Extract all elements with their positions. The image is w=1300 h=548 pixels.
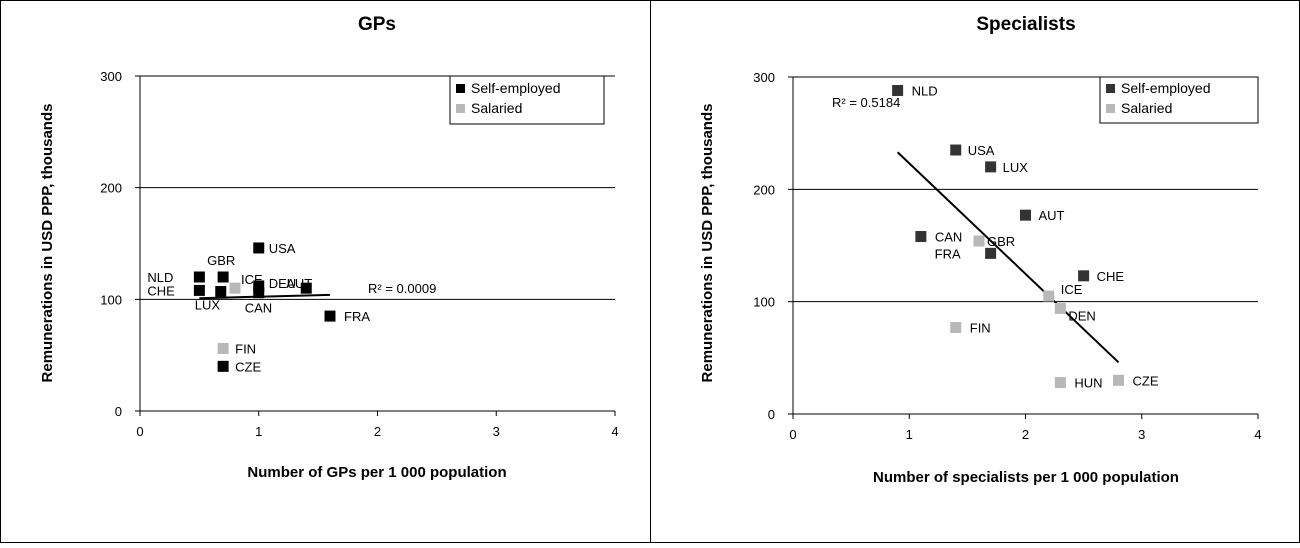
specialists-r2-label: R² = 0.5184 (832, 95, 900, 110)
gps-legend: Self-employed Salaried (450, 76, 604, 124)
gps-point-label-gbr: GBR (207, 253, 235, 268)
gps-point-label-aut: AUT (286, 276, 312, 291)
specialists-point-gbr (974, 236, 985, 247)
specialists-point-label-nld: NLD (912, 83, 938, 98)
gps-point-can (253, 287, 264, 298)
specialists-point-ice (1043, 291, 1054, 302)
gps-point-gbr (218, 272, 229, 283)
gps-legend-salaried-label: Salaried (471, 100, 522, 116)
gps-point-che (194, 285, 205, 296)
gps-chart-title: GPs (358, 14, 396, 35)
specialists-point-label-can: CAN (935, 230, 962, 245)
gps-point-label-can: CAN (245, 301, 272, 316)
gps-legend-salaried-swatch (456, 104, 465, 113)
specialists-legend-salaried-swatch (1106, 104, 1115, 113)
specialists-point-label-hun: HUN (1074, 376, 1102, 391)
specialists-x-tick-label: 2 (1022, 427, 1029, 442)
gps-r2-label: R² = 0.0009 (368, 281, 436, 296)
specialists-x-tick-label: 3 (1138, 427, 1145, 442)
specialists-chart-title: Specialists (976, 14, 1075, 35)
specialists-legend-self-employed-label: Self-employed (1121, 80, 1211, 96)
specialists-point-fra (985, 248, 996, 259)
gps-legend-self-employed-label: Self-employed (471, 80, 561, 96)
specialists-x-axis-label: Number of specialists per 1 000 populati… (873, 469, 1179, 486)
specialists-plot-area: 0 100 200 300 0 1 2 3 4 NLD USA LUX AUT CAN GBR FRA CHE I… (753, 70, 1261, 442)
specialists-point-label-fin: FIN (970, 321, 991, 336)
gps-point-label-usa: USA (269, 241, 296, 256)
specialists-point-label-gbr: GBR (987, 234, 1015, 249)
specialists-x-tick-label: 4 (1254, 427, 1261, 442)
specialists-point-label-fra: FRA (935, 246, 961, 261)
specialists-x-tick-label: 0 (789, 427, 796, 442)
specialists-x-tick-label: 1 (906, 427, 913, 442)
gps-point-lux (215, 286, 226, 297)
gps-y-tick-label: 300 (100, 69, 122, 84)
specialists-trendline (898, 152, 1119, 362)
gps-point-ice (230, 283, 241, 294)
gps-point-label-lux: LUX (195, 298, 221, 313)
gps-point-label-fin: FIN (235, 341, 256, 356)
specialists-point-cze (1113, 375, 1124, 386)
specialists-point-label-usa: USA (968, 143, 995, 158)
specialists-point-label-lux: LUX (1003, 160, 1029, 175)
gps-point-fra (325, 311, 336, 322)
gps-point-label-cze: CZE (235, 359, 261, 374)
specialists-point-fin (950, 322, 961, 333)
specialists-y-tick-label: 0 (768, 407, 775, 422)
gps-x-axis-label: Number of GPs per 1 000 population (247, 464, 506, 481)
specialists-point-nld (892, 85, 903, 96)
specialists-point-label-che: CHE (1097, 269, 1125, 284)
gps-y-tick-label: 100 (100, 292, 122, 307)
specialists-point-den (1055, 303, 1066, 314)
specialists-point-can (915, 231, 926, 242)
gps-x-tick-label: 1 (255, 424, 262, 439)
gps-y-tick-label: 0 (115, 404, 122, 419)
gps-x-tick-label: 4 (611, 424, 618, 439)
gps-x-tick-label: 0 (136, 424, 143, 439)
specialists-y-axis-label: Remunerations in USD PPP, thousands (699, 104, 716, 383)
specialists-point-aut (1020, 210, 1031, 221)
specialists-point-che (1078, 270, 1089, 281)
specialists-legend-self-employed-swatch (1106, 84, 1115, 93)
specialists-point-label-den: DEN (1068, 308, 1095, 323)
gps-point-label-che: CHE (147, 283, 175, 298)
gps-x-tick-label: 3 (493, 424, 500, 439)
specialists-y-tick-label: 200 (753, 182, 775, 197)
gps-point-usa (253, 242, 264, 253)
specialists-point-label-ice: ICE (1061, 282, 1083, 297)
specialists-y-tick-label: 100 (753, 295, 775, 310)
gps-point-cze (218, 361, 229, 372)
specialists-legend-salaried-label: Salaried (1121, 100, 1172, 116)
gps-y-tick-label: 200 (100, 181, 122, 196)
specialists-point-lux (985, 161, 996, 172)
gps-legend-self-employed-swatch (456, 84, 465, 93)
gps-point-fin (218, 343, 229, 354)
specialists-point-usa (950, 145, 961, 156)
gps-y-axis-label: Remunerations in USD PPP, thousands (39, 104, 56, 383)
gps-point-nld (194, 272, 205, 283)
specialists-legend: Self-employed Salaried (1100, 77, 1258, 123)
specialists-y-tick-label: 300 (753, 70, 775, 85)
specialists-point-hun (1055, 377, 1066, 388)
gps-x-tick-label: 2 (374, 424, 381, 439)
specialists-point-label-cze: CZE (1133, 373, 1159, 388)
specialists-point-label-aut: AUT (1039, 208, 1065, 223)
gps-point-label-fra: FRA (344, 309, 370, 324)
